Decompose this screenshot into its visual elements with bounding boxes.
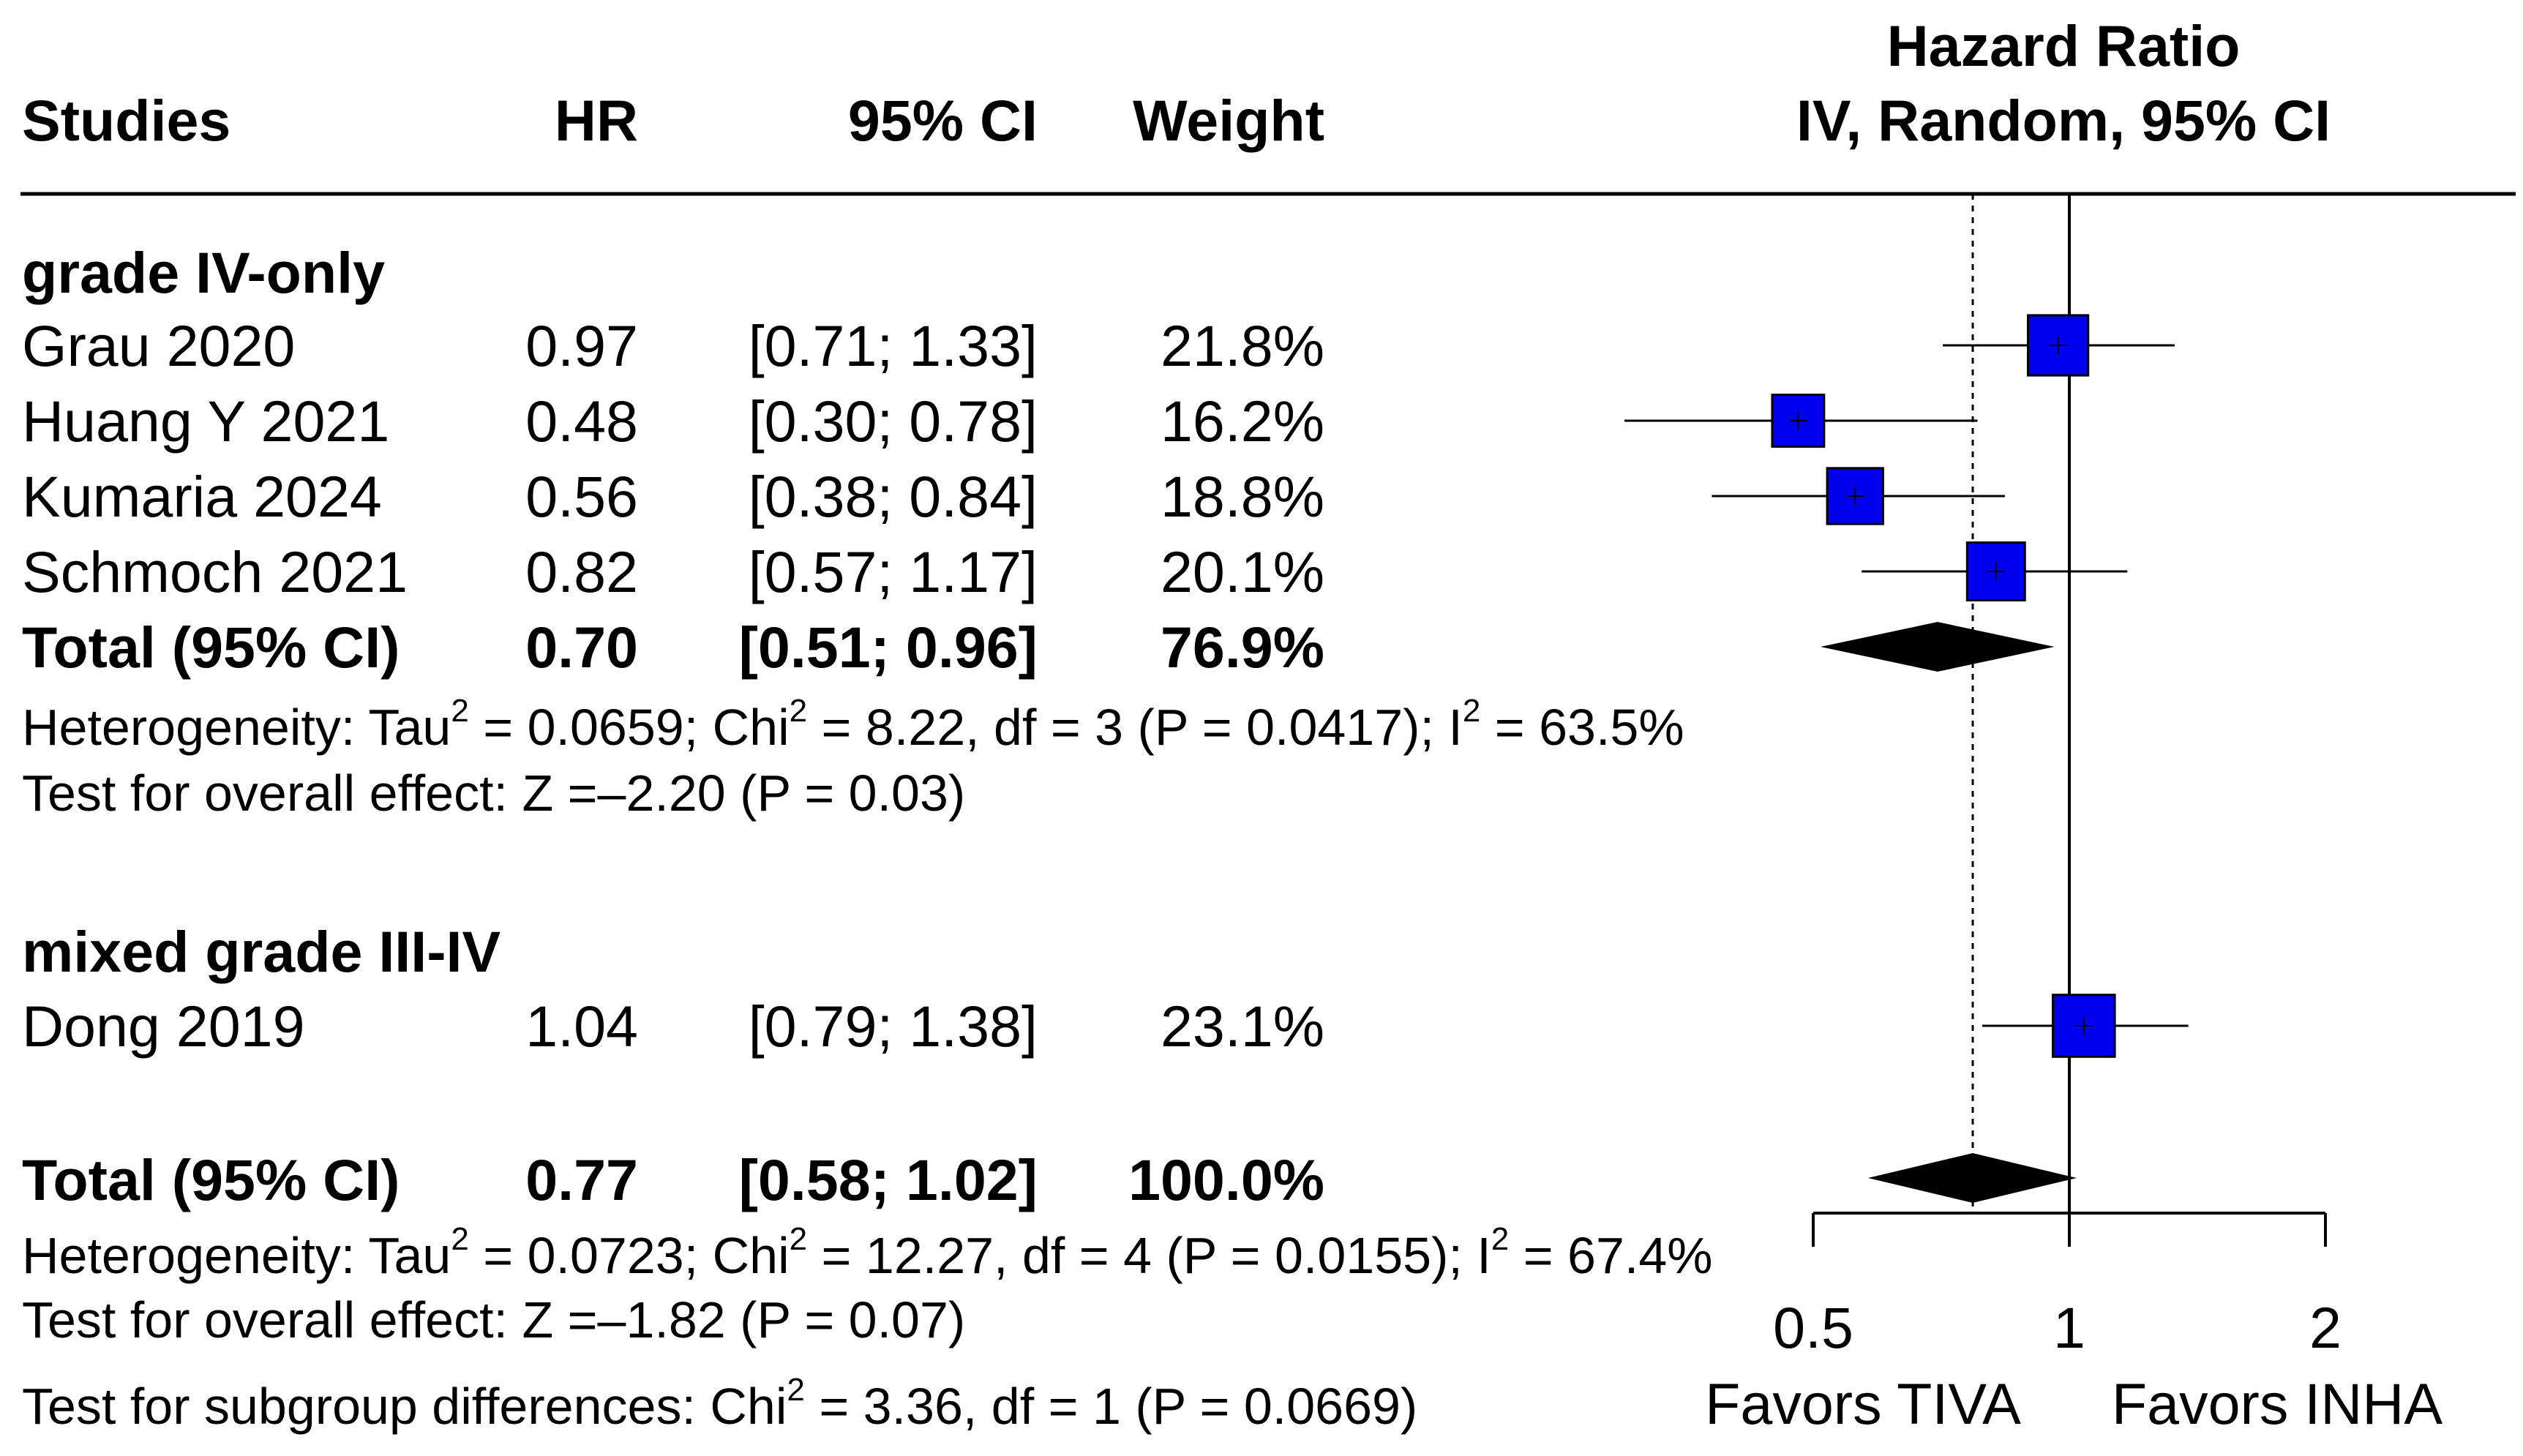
study-ci: [0.30; 0.78] <box>749 389 1038 454</box>
subgroup-difference-test: Test for subgroup differences: Chi2 = 3.… <box>22 1372 1417 1435</box>
study-weight: 18.8% <box>1161 464 1324 529</box>
overall-total-hr: 0.77 <box>525 1147 638 1212</box>
study-label: Kumaria 2024 <box>22 464 382 529</box>
overall-summary-diamond <box>1867 1153 2077 1203</box>
plot-title-line2: IV, Random, 95% CI <box>1796 88 2331 153</box>
study-weight: 20.1% <box>1161 539 1324 604</box>
study-marker <box>1943 314 2175 377</box>
study-marker <box>1624 394 1978 448</box>
subgroup-heading: mixed grade III-IV <box>22 919 501 984</box>
study-weight: 21.8% <box>1161 313 1324 378</box>
study-hr: 1.04 <box>525 994 638 1059</box>
study-marker <box>1712 467 2005 525</box>
study-ci: [0.79; 1.38] <box>749 994 1038 1059</box>
study-weight: 16.2% <box>1161 389 1324 454</box>
overall-effect-test: Test for overall effect: Z =–1.82 (P = 0… <box>22 1291 965 1348</box>
subgroup-total-hr: 0.70 <box>525 615 638 680</box>
overall-heterogeneity: Heterogeneity: Tau2 = 0.0723; Chi2 = 12.… <box>22 1221 1713 1284</box>
subgroup-overall-effect: Test for overall effect: Z =–2.20 (P = 0… <box>22 765 965 822</box>
header-weight: Weight <box>1133 88 1324 153</box>
favors-right-label: Favors INHA <box>2112 1371 2443 1436</box>
study-hr: 0.82 <box>525 539 638 604</box>
header-ci: 95% CI <box>848 88 1038 153</box>
x-tick-label: 0.5 <box>1773 1295 1853 1360</box>
study-label: Huang Y 2021 <box>22 389 389 454</box>
study-ci: [0.57; 1.17] <box>749 539 1038 604</box>
study-ci: [0.71; 1.33] <box>749 313 1038 378</box>
subgroup-summary-diamond <box>1820 622 2055 672</box>
subgroup-heterogeneity: Heterogeneity: Tau2 = 0.0659; Chi2 = 8.2… <box>22 693 1684 756</box>
x-tick-label: 2 <box>2309 1295 2342 1360</box>
study-hr: 0.97 <box>525 313 638 378</box>
header-studies: Studies <box>22 88 230 153</box>
header-hr: HR <box>555 88 638 153</box>
study-label: Dong 2019 <box>22 994 305 1059</box>
study-label: Grau 2020 <box>22 313 295 378</box>
x-tick-label: 1 <box>2053 1295 2085 1360</box>
study-marker <box>1862 541 2128 601</box>
subgroup-total-label: Total (95% CI) <box>22 615 400 680</box>
overall-total-label: Total (95% CI) <box>22 1147 400 1212</box>
favors-left-label: Favors TIVA <box>1705 1371 2021 1436</box>
study-hr: 0.48 <box>525 389 638 454</box>
study-hr: 0.56 <box>525 464 638 529</box>
overall-total-ci: [0.58; 1.02] <box>739 1147 1038 1212</box>
study-marker <box>1982 994 2189 1058</box>
subgroup-total-weight: 76.9% <box>1161 615 1324 680</box>
plot-area: 0.5 1 2 Favors TIVA Favors INHA <box>1624 194 2443 1436</box>
subgroup-heading: grade IV-only <box>22 240 385 305</box>
study-label: Schmoch 2021 <box>22 539 408 604</box>
subgroup-total-ci: [0.51; 0.96] <box>739 615 1038 680</box>
study-weight: 23.1% <box>1161 994 1324 1059</box>
plot-title-line1: Hazard Ratio <box>1887 13 2241 78</box>
overall-total-weight: 100.0% <box>1128 1147 1324 1212</box>
study-ci: [0.38; 0.84] <box>749 464 1038 529</box>
point-estimate-box <box>1826 467 1884 525</box>
